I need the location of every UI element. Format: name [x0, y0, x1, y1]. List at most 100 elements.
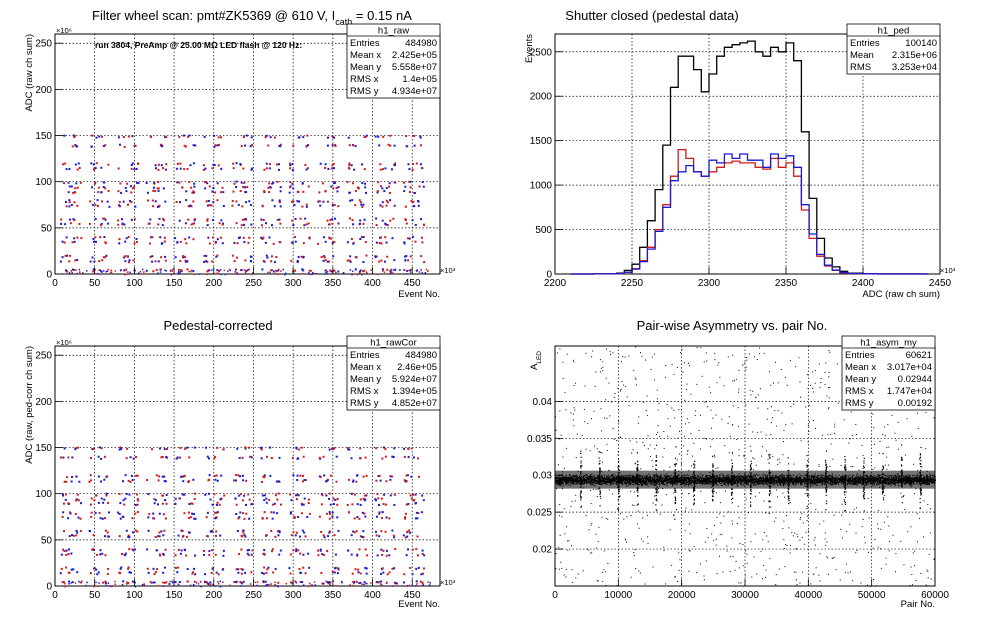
x-exponent-label: ×10³ [440, 578, 456, 587]
scatter-point [421, 572, 424, 575]
scatter-point [214, 534, 217, 537]
scatter-point [329, 237, 332, 240]
scatter-point [95, 494, 98, 497]
scatter-point [421, 241, 424, 244]
scatter-point [100, 222, 103, 225]
scatter-point [302, 553, 305, 556]
scatter-point [291, 163, 294, 166]
scatter-point [351, 572, 354, 575]
scatter-point [193, 273, 195, 276]
scatter-point [394, 162, 397, 165]
scatter-point [137, 499, 140, 502]
scatter-point [127, 135, 130, 138]
scatter-point [236, 242, 239, 245]
scatter-point [76, 272, 79, 275]
scatter-point [409, 566, 412, 569]
scatter-point [124, 554, 127, 557]
scatter-point [247, 269, 249, 271]
stats-row-label: Mean y [350, 62, 381, 73]
scatter-point [93, 585, 95, 588]
scatter-point [377, 273, 380, 276]
scatter-point [250, 255, 253, 258]
scatter-point [353, 582, 355, 584]
scatter-point [214, 144, 217, 147]
scatter-point [297, 136, 300, 139]
scatter-point [123, 503, 126, 506]
scatter-point [163, 581, 166, 584]
scatter-point [68, 201, 71, 204]
scatter-point [103, 236, 106, 239]
scatter-point [306, 167, 309, 170]
scatter-point [61, 515, 64, 518]
scatter-point [250, 503, 253, 506]
scatter-point [302, 584, 305, 586]
scatter-point [294, 534, 297, 537]
scatter-point [63, 581, 66, 584]
scatter-point [130, 164, 133, 167]
scatter-point [203, 580, 206, 583]
scatter-point [365, 572, 368, 575]
scatter-point [206, 224, 209, 227]
scatter-point [337, 529, 340, 532]
scatter-point [154, 571, 157, 574]
scatter-point [384, 530, 387, 533]
scatter-point [153, 181, 156, 184]
scatter-point [63, 241, 66, 244]
scatter-point [388, 185, 391, 188]
scatter-point [304, 572, 307, 575]
stats-box-title: h1_rawCor [370, 338, 416, 349]
scatter-point [348, 478, 351, 481]
scatter-point [118, 493, 121, 496]
scatter-point [182, 535, 185, 538]
scatter-point [185, 554, 188, 557]
scatter-point [127, 261, 130, 264]
scatter-point [364, 186, 367, 189]
scatter-point [321, 582, 323, 585]
scatter-point [284, 273, 286, 276]
scatter-point [122, 136, 125, 139]
scatter-point [333, 534, 336, 537]
scatter-point [176, 241, 179, 244]
scatter-point [279, 205, 282, 208]
scatter-point [71, 268, 74, 271]
scatter-point [326, 272, 328, 275]
scatter-point [114, 270, 117, 272]
scatter-point [310, 270, 313, 272]
scatter-point [75, 475, 78, 478]
scatter-point [361, 270, 364, 273]
scatter-point [211, 269, 213, 271]
scatter-point [375, 581, 378, 584]
scatter-point [67, 191, 70, 194]
scatter-point [73, 219, 76, 222]
scatter-point [410, 447, 413, 450]
scatter-point [81, 580, 83, 582]
scatter-point [351, 199, 354, 202]
scatter-point [289, 186, 292, 189]
scatter-point [266, 583, 269, 586]
scatter-point [215, 511, 218, 514]
scatter-point [234, 497, 237, 500]
scatter-point [126, 255, 129, 258]
scatter-point [332, 255, 335, 258]
scatter-point [101, 271, 103, 273]
scatter-point [59, 572, 62, 575]
scatter-point [277, 269, 280, 272]
scatter-point [325, 480, 328, 483]
scatter-point [76, 446, 79, 449]
scatter-point [301, 480, 304, 483]
scatter-point [75, 269, 77, 271]
scatter-point [123, 145, 126, 148]
scatter-point [352, 242, 355, 245]
scatter-point [415, 584, 418, 587]
scatter-point [65, 270, 68, 273]
scatter-point [270, 583, 272, 585]
scatter-point [71, 534, 74, 537]
scatter-point [197, 583, 200, 585]
scatter-point [224, 273, 227, 276]
scatter-point [70, 552, 73, 555]
scatter-point [275, 256, 278, 259]
scatter-point [185, 190, 188, 193]
scatter-point [392, 534, 395, 537]
scatter-point [303, 224, 306, 227]
